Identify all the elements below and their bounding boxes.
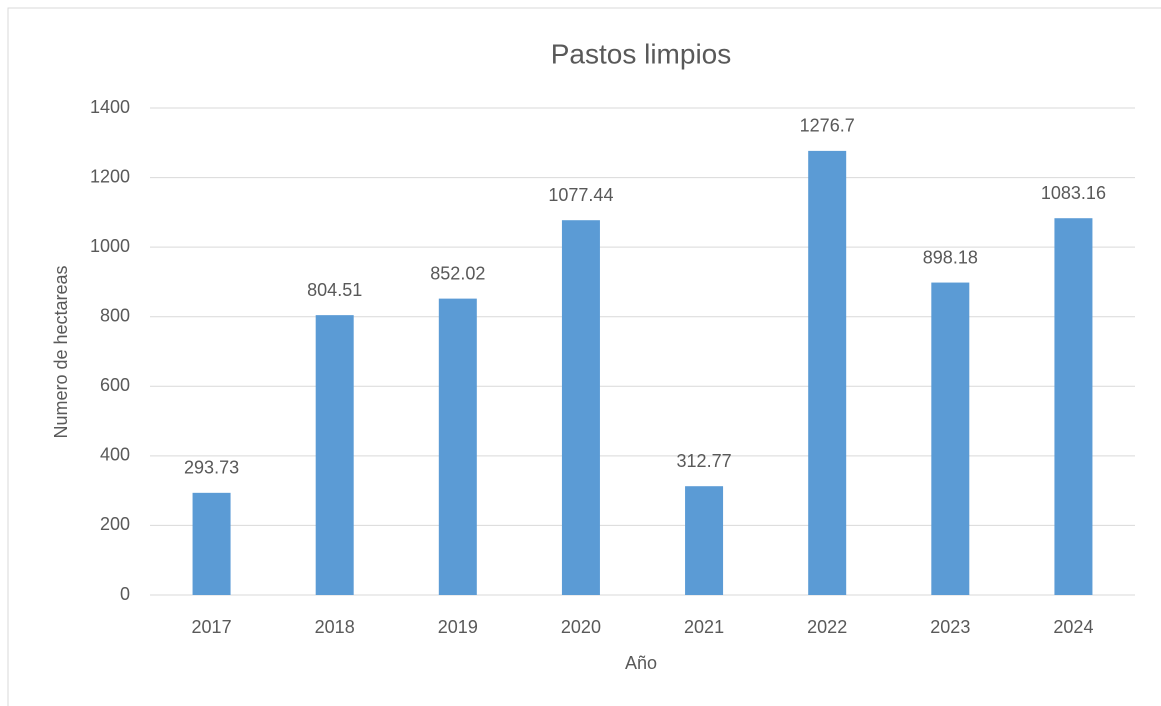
- x-tick-label: 2020: [561, 617, 601, 637]
- y-tick-label: 200: [100, 514, 130, 534]
- bar: [315, 315, 354, 595]
- bar: [192, 492, 231, 595]
- x-tick-label: 2022: [807, 617, 847, 637]
- y-tick-label: 1400: [90, 97, 130, 117]
- y-tick-label: 800: [100, 305, 130, 325]
- chart-title: Pastos limpios: [551, 38, 732, 69]
- bar: [931, 282, 970, 595]
- x-tick-label: 2021: [684, 617, 724, 637]
- y-tick-label: 400: [100, 445, 130, 465]
- x-tick-label: 2017: [192, 617, 232, 637]
- y-tick-label: 600: [100, 375, 130, 395]
- y-tick-label: 1000: [90, 236, 130, 256]
- data-label: 898.18: [923, 247, 978, 267]
- y-axis-label: Numero de hectareas: [51, 265, 71, 438]
- bar: [438, 298, 477, 595]
- data-label: 1083.16: [1041, 183, 1106, 203]
- data-label: 1077.44: [548, 185, 613, 205]
- chart-border: [7, 7, 1161, 706]
- data-label: 1276.7: [800, 116, 855, 136]
- x-tick-label: 2019: [438, 617, 478, 637]
- data-label: 293.73: [184, 458, 239, 478]
- bar: [1054, 218, 1093, 595]
- x-tick-label: 2018: [315, 617, 355, 637]
- y-tick-label: 0: [120, 584, 130, 604]
- data-label: 804.51: [307, 280, 362, 300]
- x-tick-label: 2024: [1053, 617, 1093, 637]
- bar: [685, 486, 724, 595]
- bar: [808, 150, 847, 595]
- data-label: 312.77: [677, 451, 732, 471]
- x-tick-label: 2023: [930, 617, 970, 637]
- y-tick-label: 1200: [90, 166, 130, 186]
- x-axis-label: Año: [625, 653, 657, 673]
- data-label: 852.02: [430, 263, 485, 283]
- bar: [561, 220, 600, 595]
